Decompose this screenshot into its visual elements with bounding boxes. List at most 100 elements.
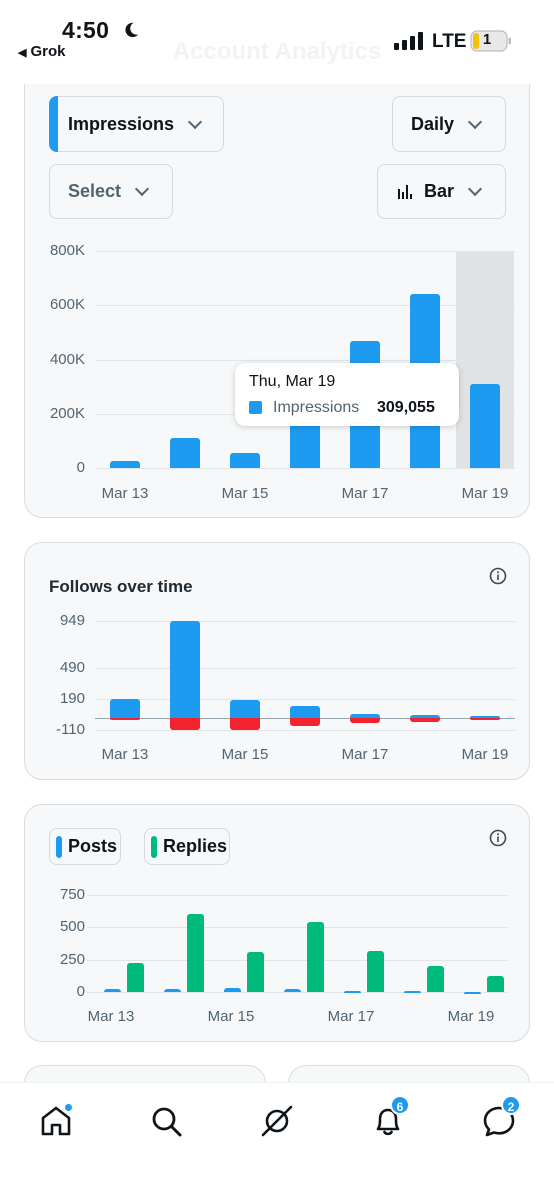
follows-chart[interactable]: 949 490 190 -110 Mar 13 Mar 15 Mar 17 Mar 19	[25, 543, 531, 781]
follows-bar	[290, 705, 320, 718]
page-title: Account Analytics	[172, 38, 382, 65]
status-bar: Account Analytics 4:50 ◀ Grok LTE 1	[0, 0, 554, 84]
x-tick-label: Mar 17	[327, 1008, 375, 1025]
follows-bar	[110, 698, 140, 718]
x-tick-label: Mar 13	[101, 485, 149, 502]
gridline	[95, 667, 515, 669]
bar-chart-icon	[398, 184, 412, 199]
tooltip-series: Impressions	[273, 399, 360, 416]
grok-icon	[261, 1105, 293, 1137]
chart-tooltip: Thu, Mar 19 Impressions 309,055	[235, 363, 459, 426]
impressions-bar	[170, 437, 200, 468]
x-tick-label: Mar 15	[221, 485, 269, 502]
tab-search[interactable]	[146, 1101, 186, 1141]
home-unread-dot	[64, 1103, 73, 1112]
gridline	[87, 959, 507, 961]
y-tick-label: 400K	[49, 350, 85, 368]
y-tick-label: 0	[76, 459, 85, 476]
impressions-bar	[110, 461, 140, 468]
legend-posts[interactable]: Posts	[49, 828, 121, 865]
tab-messages[interactable]: 2	[479, 1095, 521, 1141]
impressions-bar	[230, 453, 260, 468]
posts-replies-chart[interactable]: 750 500 250 0 Mar 13 Mar 15 Mar 17 Mar 19	[25, 805, 531, 1043]
message-icon	[483, 1106, 515, 1137]
info-icon[interactable]	[489, 567, 507, 585]
bottom-tab-bar: 6 2	[0, 1082, 554, 1200]
gridline	[95, 251, 515, 252]
follows-bar	[410, 714, 440, 718]
y-tick-label: 250	[59, 950, 85, 968]
gridline	[95, 730, 515, 731]
search-icon	[152, 1107, 182, 1137]
legend-replies[interactable]: Replies	[144, 828, 230, 865]
y-tick-label: 800K	[49, 242, 85, 259]
compare-select[interactable]: Select	[49, 164, 173, 219]
battery-icon	[470, 30, 511, 52]
replies-bar	[187, 913, 204, 992]
unfollows-bar	[350, 718, 380, 723]
tab-notifications[interactable]: 6	[368, 1095, 410, 1141]
tab-home[interactable]	[36, 1101, 76, 1141]
x-tick-label: Mar 13	[101, 746, 149, 763]
tooltip-title: Thu, Mar 19	[249, 373, 336, 390]
y-tick-label: 500	[59, 918, 85, 936]
gridline	[95, 359, 515, 361]
y-tick-label: 190	[59, 689, 85, 707]
posts-bar	[284, 989, 301, 992]
back-app-label: Grok	[30, 43, 66, 60]
tooltip-swatch	[249, 401, 262, 414]
metric-select-label: Impressions	[68, 113, 175, 134]
notifications-badge: 6	[390, 1095, 410, 1115]
x-tick-label: Mar 15	[221, 746, 269, 763]
replies-bar	[427, 966, 444, 992]
tab-grok[interactable]	[257, 1101, 297, 1141]
metric-select[interactable]: Impressions	[49, 96, 224, 152]
x-tick-label: Mar 17	[341, 746, 389, 763]
follows-bar	[230, 699, 260, 718]
legend-posts-label: Posts	[68, 836, 118, 856]
y-tick-label: 750	[59, 886, 85, 903]
x-tick-label: Mar 19	[461, 746, 509, 763]
period-select-label: Daily	[411, 113, 455, 134]
x-tick-label: Mar 17	[341, 485, 389, 502]
metric-accent	[49, 96, 58, 152]
period-select[interactable]: Daily	[392, 96, 506, 152]
follows-bar	[170, 621, 200, 718]
gridline	[95, 698, 515, 700]
messages-badge: 2	[501, 1095, 521, 1115]
chart-type-select[interactable]: Bar	[377, 164, 506, 219]
gridline	[95, 305, 515, 307]
moon-icon	[125, 22, 139, 38]
unfollows-bar	[170, 718, 200, 730]
signal-icon	[394, 32, 423, 50]
legend-replies-label: Replies	[163, 836, 228, 856]
back-to-app-link[interactable]: ◀ Grok	[18, 43, 65, 60]
x-tick-label: Mar 15	[207, 1008, 255, 1025]
y-tick-label: 200K	[49, 404, 85, 422]
unfollows-bar	[230, 718, 260, 730]
y-tick-label: 600K	[49, 296, 85, 314]
y-tick-label: 490	[59, 658, 85, 676]
posts-bar	[164, 989, 181, 992]
back-triangle-icon: ◀	[18, 47, 27, 59]
gridline	[87, 895, 507, 896]
replies-bar	[367, 950, 384, 992]
battery-level: 1	[482, 31, 492, 48]
impressions-chart[interactable]: 800K 600K 400K 200K 0 Mar 13 Mar 15 Mar 17 Mar 1…	[25, 61, 531, 519]
gridline	[87, 992, 507, 993]
follows-bar	[470, 716, 500, 719]
chart-type-label: Bar	[424, 181, 455, 201]
posts-bar	[104, 989, 121, 992]
gridline	[95, 621, 515, 622]
legend-replies-marker	[151, 835, 157, 858]
y-tick-label: 0	[76, 983, 85, 1000]
follows-card-title: Follows over time	[49, 577, 193, 596]
info-icon[interactable]	[489, 829, 507, 847]
gridline	[87, 927, 507, 929]
posts-bar	[224, 988, 241, 992]
follows-card: Follows over time 949 490 190 -110 Mar 13 Mar…	[24, 542, 530, 780]
y-tick-label: -110	[56, 721, 85, 738]
home-icon	[41, 1106, 71, 1136]
unfollows-bar	[110, 718, 140, 720]
